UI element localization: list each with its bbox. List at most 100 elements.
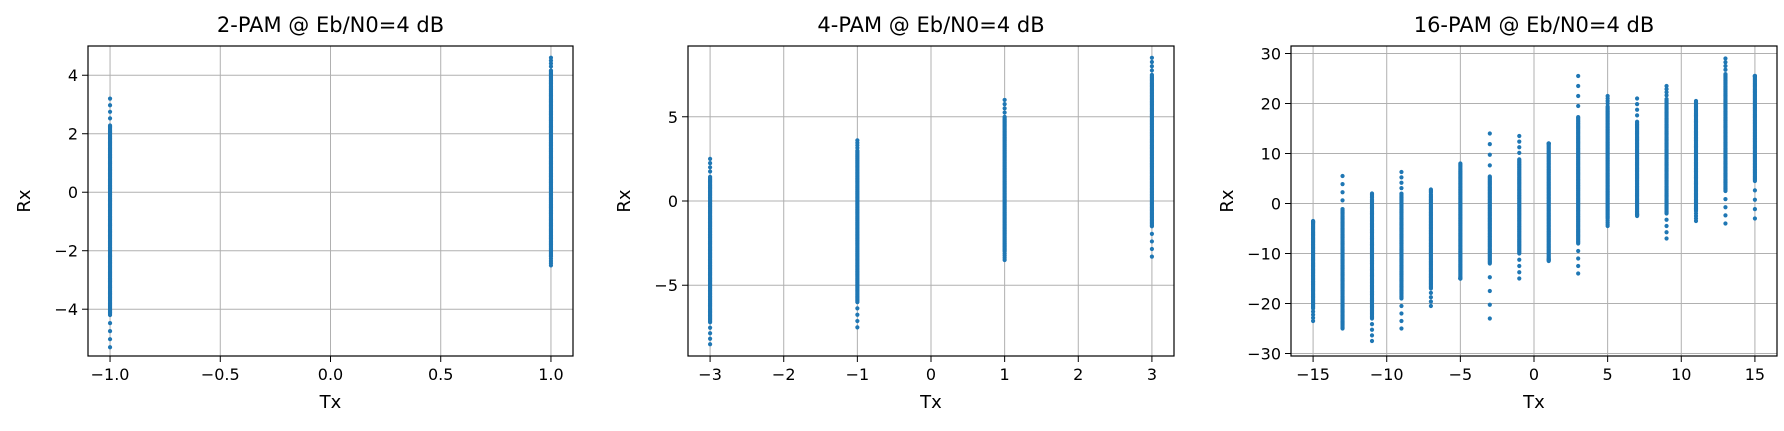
data-point [1149, 239, 1155, 244]
data-point [1634, 102, 1640, 107]
data-point [707, 331, 713, 336]
data-point [548, 61, 554, 66]
data-point [1517, 276, 1522, 281]
scatter-points [1310, 56, 1758, 344]
data-point [1369, 327, 1375, 332]
data-point [1517, 150, 1522, 155]
data-point [1149, 68, 1155, 73]
data-point [1428, 299, 1434, 304]
data-point [548, 64, 554, 69]
x-tick-label: 1 [1000, 365, 1010, 384]
data-point [1517, 270, 1522, 275]
data-point [1369, 322, 1375, 327]
data-point [1487, 302, 1492, 307]
data-point [1664, 83, 1669, 89]
data-point [1310, 312, 1316, 317]
data-point [548, 55, 554, 60]
data-point [1664, 217, 1669, 222]
data-point [1310, 309, 1316, 314]
data-point [1752, 73, 1758, 79]
y-axis-label: Rx [614, 189, 635, 213]
subplot-2: −3 −2 −1 0 1 2 3 −5 0 5 Tx Rx 4-PAM @ Eb/N0=4 dB [614, 13, 1175, 413]
data-point [1576, 263, 1581, 269]
data-point [1399, 180, 1404, 185]
data-point [1576, 115, 1581, 120]
subplot-1: −1.0 −0.5 0.0 0.5 1.0 −4 −2 0 2 4 Tx Rx 2-PAM @ Eb/N… [14, 13, 574, 413]
x-tick-label: 2 [1073, 365, 1083, 384]
data-point [107, 329, 113, 334]
data-point [1428, 295, 1434, 300]
data-point [1576, 103, 1581, 109]
data-point [1517, 257, 1522, 262]
data-point [1664, 230, 1669, 235]
data-point [855, 306, 860, 311]
x-tick-label: 5 [1603, 365, 1613, 384]
data-point [1149, 254, 1155, 259]
data-point [1487, 152, 1492, 157]
data-point [1605, 222, 1610, 227]
data-point [1723, 67, 1728, 72]
y-tick-label: −10 [1247, 245, 1281, 264]
data-point [1752, 216, 1758, 221]
data-point [855, 318, 860, 324]
data-point [1664, 90, 1669, 95]
data-point [1310, 219, 1316, 224]
data-point [107, 337, 113, 342]
data-point [1487, 316, 1492, 321]
data-point [107, 320, 113, 326]
data-point [1340, 206, 1345, 212]
data-point [1634, 113, 1640, 118]
data-point [1149, 231, 1155, 236]
data-point [1752, 188, 1758, 193]
x-tick-label: −1.0 [91, 365, 130, 384]
data-point [1369, 333, 1375, 338]
data-point [1399, 318, 1404, 324]
x-tick-label: 15 [1745, 365, 1765, 384]
data-point [707, 336, 713, 341]
x-tick-label: −0.5 [201, 365, 240, 384]
data-point [1149, 72, 1155, 77]
x-tick-label: −10 [1370, 365, 1404, 384]
y-tick-label: −30 [1247, 345, 1281, 364]
data-point [1634, 119, 1640, 124]
data-point [1428, 303, 1434, 309]
data-point [1340, 198, 1345, 203]
data-point [1369, 192, 1375, 197]
y-tick-label: −4 [54, 300, 78, 319]
data-point [1399, 326, 1404, 331]
data-point [707, 160, 713, 166]
data-point [1752, 207, 1758, 212]
data-point [1487, 174, 1492, 179]
y-tick-label: −5 [654, 276, 678, 295]
y-tick-label: 0 [668, 192, 678, 211]
data-point [1340, 325, 1345, 330]
data-point [707, 165, 713, 170]
data-point [1149, 64, 1155, 69]
data-point [1002, 106, 1007, 111]
data-point [1340, 190, 1345, 195]
data-point [107, 109, 113, 114]
data-point [1399, 303, 1404, 309]
data-point [1487, 142, 1492, 147]
data-point [1428, 188, 1434, 193]
data-point [855, 140, 860, 145]
x-tick-label: 0.5 [428, 365, 453, 384]
x-tick-label: 0 [1529, 365, 1539, 384]
x-tick-label: −3 [698, 365, 722, 384]
data-point [1369, 338, 1375, 344]
x-tick-label: 0 [926, 365, 936, 384]
data-point [1546, 258, 1551, 263]
data-point [1002, 97, 1007, 103]
data-point [107, 123, 113, 128]
x-axis-label: Tx [919, 392, 942, 413]
data-point [1693, 100, 1699, 105]
data-point [1002, 102, 1007, 107]
data-point [1664, 223, 1669, 229]
data-point [1310, 315, 1316, 320]
data-point [1399, 311, 1404, 316]
data-point [1399, 186, 1404, 191]
data-point [1664, 87, 1669, 92]
scatter-points [707, 55, 1155, 347]
data-point [1149, 55, 1155, 60]
